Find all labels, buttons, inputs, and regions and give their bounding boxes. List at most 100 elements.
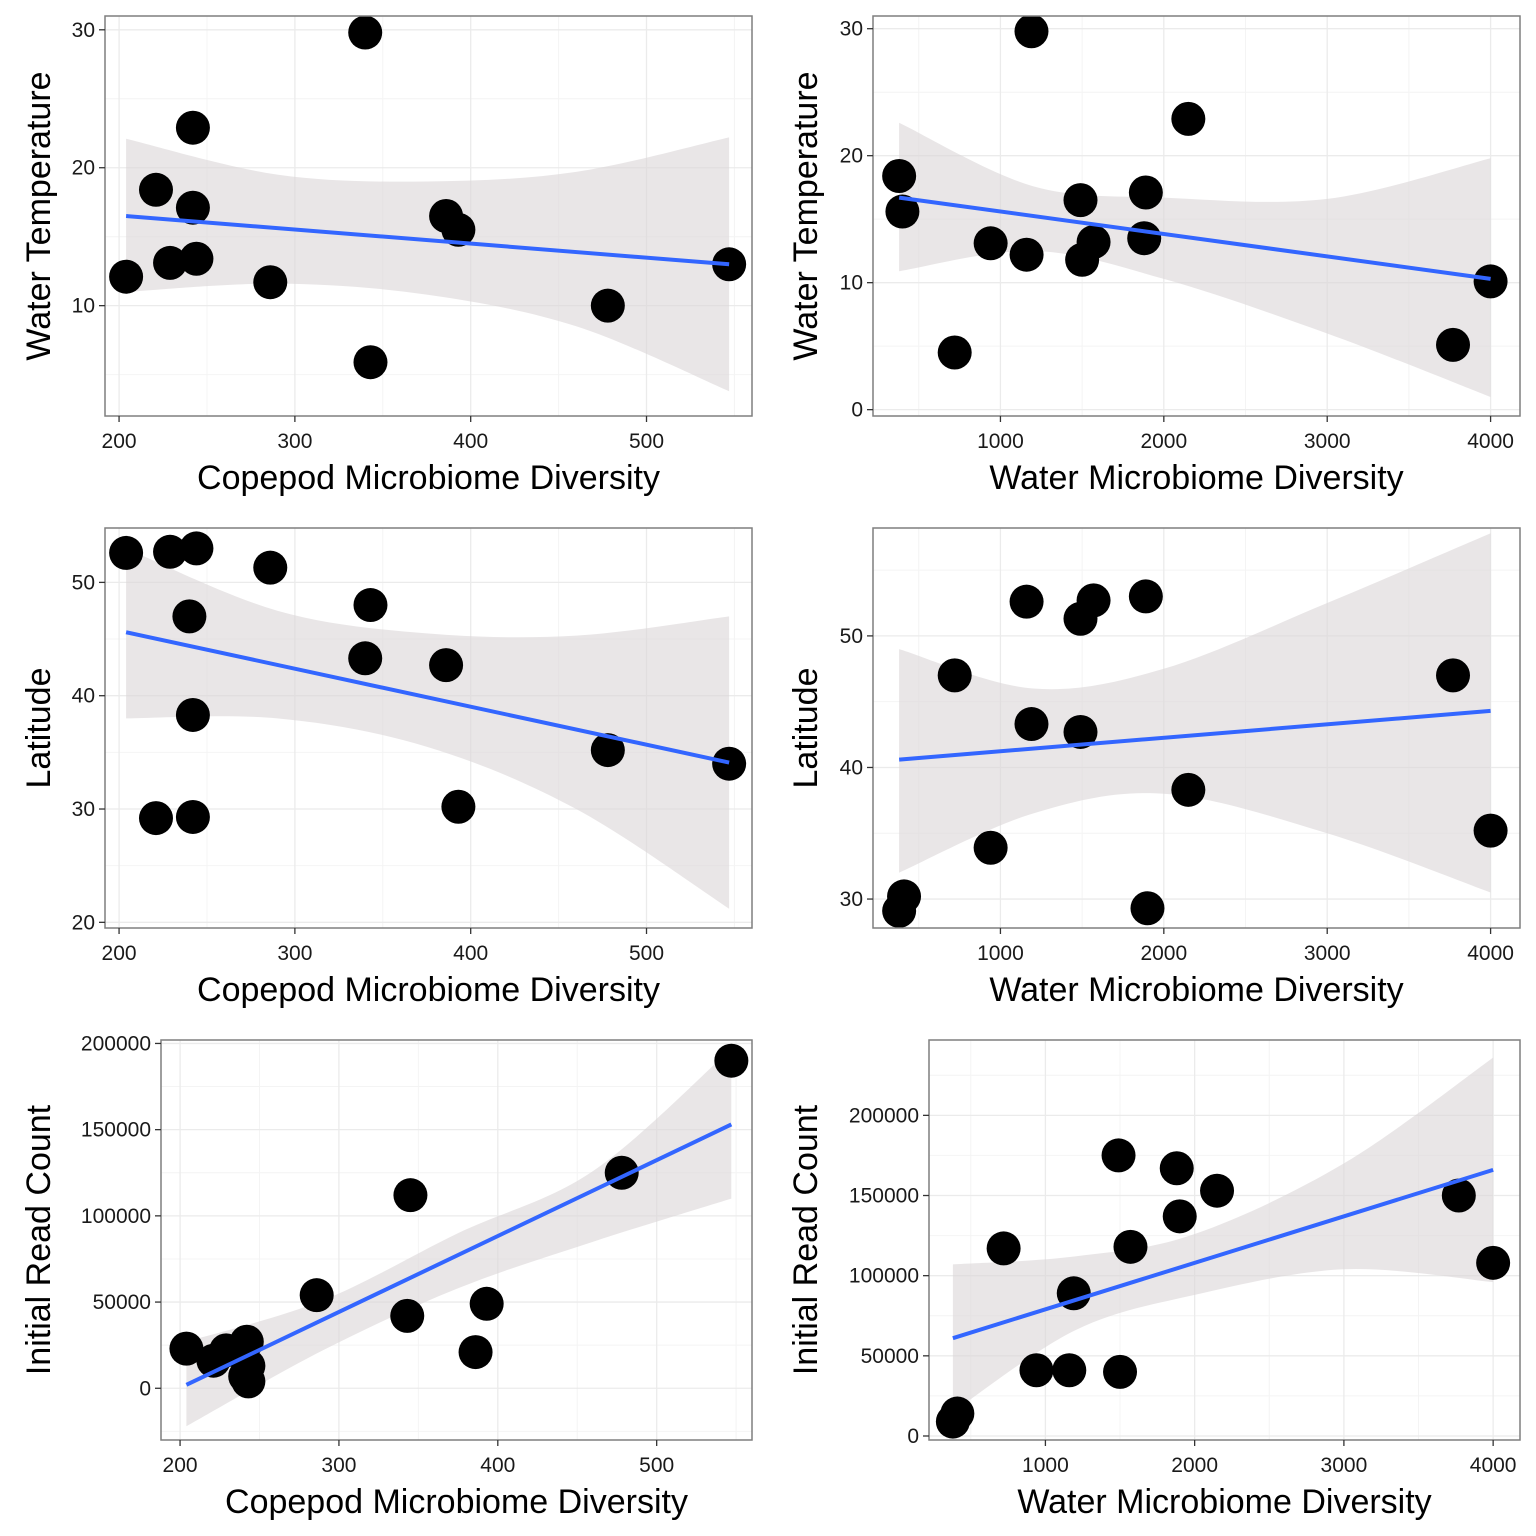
data-point xyxy=(986,1231,1021,1266)
data-point xyxy=(1076,225,1111,260)
y-tick-label: 0 xyxy=(139,1377,151,1400)
confidence-ribbon xyxy=(126,548,730,909)
data-point xyxy=(590,733,625,768)
data-point xyxy=(1019,1353,1054,1388)
data-point xyxy=(1076,583,1111,618)
plot-area xyxy=(935,1057,1511,1439)
y-axis-title: Initial Read Count xyxy=(787,1104,825,1375)
data-point xyxy=(937,658,972,693)
y-axis-title: Water Temperature xyxy=(787,71,825,360)
data-point xyxy=(179,531,214,566)
regression-line xyxy=(952,1167,1494,1341)
y-axis-title: Water Temperature xyxy=(20,71,58,360)
x-tick-label: 1000 xyxy=(1022,1454,1069,1477)
regression-line xyxy=(185,1122,733,1387)
panel-border xyxy=(104,527,753,929)
data-point xyxy=(1052,1353,1087,1388)
data-point xyxy=(172,599,207,634)
panel-border xyxy=(160,1039,753,1441)
data-point xyxy=(138,172,173,207)
x-tick-label: 500 xyxy=(629,430,664,453)
data-point xyxy=(1473,813,1508,848)
panel-border xyxy=(928,1039,1521,1441)
x-tick-label: 1000 xyxy=(977,942,1024,965)
data-point xyxy=(1162,1199,1197,1234)
data-point xyxy=(1159,1151,1194,1186)
data-point xyxy=(1103,1354,1138,1389)
x-axis-title: Copepod Microbiome Diversity xyxy=(225,1483,688,1521)
y-tick-label: 40 xyxy=(72,685,95,708)
data-point xyxy=(253,265,288,300)
confidence-ribbon xyxy=(186,1048,732,1427)
data-point xyxy=(353,345,388,380)
x-axis-title: Water Microbiome Diversity xyxy=(1017,1483,1431,1521)
y-tick-label: 150000 xyxy=(81,1119,151,1142)
data-point xyxy=(1473,264,1508,299)
data-point xyxy=(353,588,388,623)
data-point xyxy=(458,1335,493,1370)
x-tick-label: 3000 xyxy=(1321,1454,1368,1477)
confidence-ribbon xyxy=(952,1057,1494,1412)
data-point xyxy=(153,245,188,280)
regression-line xyxy=(125,630,730,765)
y-tick-label: 100000 xyxy=(849,1265,919,1288)
y-axis-title: Latitude xyxy=(20,668,58,789)
data-point xyxy=(1101,1138,1136,1173)
data-point xyxy=(179,241,214,276)
x-axis-title: Water Microbiome Diversity xyxy=(989,459,1403,497)
data-point xyxy=(1063,183,1098,218)
x-tick-label: 400 xyxy=(480,1454,515,1477)
y-tick-label: 200000 xyxy=(81,1032,151,1055)
data-point xyxy=(885,194,920,229)
data-point xyxy=(299,1278,334,1313)
data-point xyxy=(712,746,747,781)
y-tick-label: 0 xyxy=(907,1425,919,1448)
data-point xyxy=(973,830,1008,865)
panel-border xyxy=(872,15,1521,417)
data-point xyxy=(714,1043,749,1078)
data-point xyxy=(882,159,917,193)
data-point xyxy=(469,1286,504,1321)
y-tick-label: 20 xyxy=(840,145,863,168)
scatter-panel-5: 200 300 400 500 0 50000 100000 150000 200000 Cope… xyxy=(20,1032,753,1521)
regression-line xyxy=(898,708,1491,762)
data-point xyxy=(1014,16,1049,49)
x-tick-label: 2000 xyxy=(1171,1454,1218,1477)
data-point xyxy=(1128,579,1163,614)
data-point xyxy=(1171,772,1206,807)
y-tick-label: 30 xyxy=(840,888,863,911)
y-tick-label: 30 xyxy=(72,19,95,42)
data-point xyxy=(138,801,173,836)
data-point xyxy=(1014,707,1049,742)
y-tick-label: 30 xyxy=(72,798,95,821)
data-point xyxy=(429,648,464,683)
scatter-panel-1: 200 300 400 500 10 20 30 Copepod Microbiome Div… xyxy=(20,15,753,497)
plot-area xyxy=(169,1043,749,1427)
x-tick-label: 300 xyxy=(321,1454,356,1477)
data-point xyxy=(253,550,288,585)
confidence-ribbon xyxy=(899,533,1491,893)
data-point xyxy=(109,535,144,570)
x-tick-label: 2000 xyxy=(1140,942,1187,965)
x-tick-label: 2000 xyxy=(1140,430,1187,453)
x-tick-label: 200 xyxy=(163,1454,198,1477)
regression-line xyxy=(898,195,1491,281)
data-point xyxy=(1436,327,1471,362)
data-point xyxy=(348,641,383,676)
data-point xyxy=(940,1396,975,1431)
data-point xyxy=(1128,175,1163,210)
y-tick-label: 50000 xyxy=(861,1345,919,1368)
x-tick-label: 3000 xyxy=(1304,430,1351,453)
data-point xyxy=(393,1178,428,1213)
data-point xyxy=(153,534,188,569)
x-tick-label: 400 xyxy=(453,430,488,453)
y-tick-label: 50 xyxy=(72,571,95,594)
data-point xyxy=(1009,237,1044,272)
x-tick-label: 4000 xyxy=(1470,1454,1517,1477)
data-point xyxy=(231,1364,266,1399)
data-point xyxy=(1441,1178,1476,1213)
data-point xyxy=(175,799,210,834)
y-tick-label: 20 xyxy=(72,157,95,180)
data-point xyxy=(1200,1173,1235,1208)
data-point xyxy=(1063,714,1098,749)
